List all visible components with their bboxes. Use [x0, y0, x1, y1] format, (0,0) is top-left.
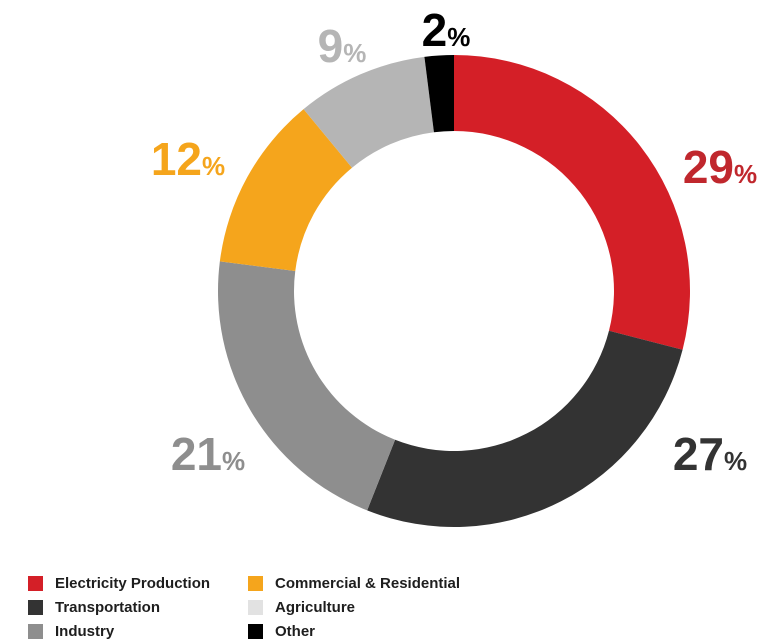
chart-legend: Electricity Production Transportation Indu… [28, 572, 548, 640]
donut-chart: 29% 27% 21% 12% 9% 2% [151, 4, 757, 527]
legend-swatch [28, 623, 43, 639]
slice-label-industry: 21% [171, 428, 245, 480]
legend-swatch [28, 575, 43, 591]
slice-agriculture [303, 56, 434, 168]
slice-label-transportation: 27% [673, 428, 747, 480]
legend-label: Agriculture [275, 598, 356, 616]
slice-electricity-production [454, 55, 691, 350]
legend-item-commercial-and-residential: Commercial & Residential [248, 572, 460, 594]
legend-swatch [248, 599, 263, 615]
slice-label-commercial-and-residential: 12% [151, 133, 225, 185]
slice-other [424, 55, 454, 133]
slice-industry [218, 261, 396, 511]
slice-label-electricity-production: 29% [683, 141, 757, 193]
legend-swatch [248, 575, 263, 591]
slice-labels: 29% 27% 21% 12% 9% 2% [151, 4, 757, 480]
legend-item-transportation: Transportation [28, 596, 160, 618]
legend-item-industry: Industry [28, 620, 114, 642]
slice-label-agriculture: 9% [318, 20, 367, 72]
legend-item-agriculture: Agriculture [248, 596, 355, 618]
legend-label: Transportation [55, 598, 161, 616]
legend-label: Industry [55, 622, 115, 640]
legend-item-other: Other [248, 620, 315, 642]
legend-label: Commercial & Residential [275, 574, 461, 592]
donut-slices [218, 55, 691, 527]
legend-label: Other [275, 622, 316, 640]
legend-label: Electricity Production [55, 574, 211, 592]
slice-label-other: 2% [422, 4, 471, 56]
slice-commercial-and-residential [219, 109, 353, 271]
legend-swatch [248, 623, 263, 639]
slice-transportation [367, 330, 683, 527]
legend-item-electricity-production: Electricity Production [28, 572, 210, 594]
legend-swatch [28, 599, 43, 615]
